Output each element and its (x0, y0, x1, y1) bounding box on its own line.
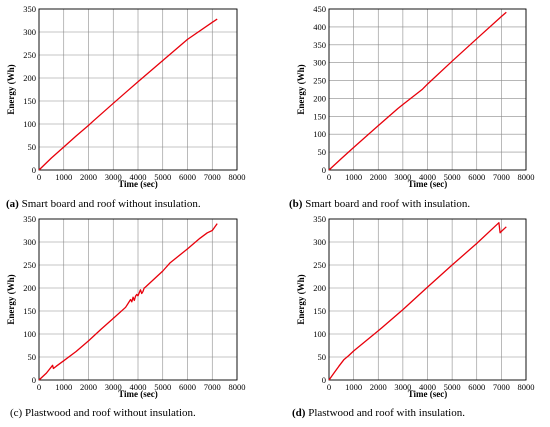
x-tick-label: 1000 (345, 382, 362, 392)
y-tick-label: 0 (32, 375, 36, 385)
x-tick-label: 8000 (518, 382, 535, 392)
chart-panel-d: 0 1000 2000 3000 4000 5000 6000 7000 8000 0 50 100 1… (296, 214, 535, 399)
x-tick-label: 0 (327, 382, 331, 392)
x-tick-label: 5000 (444, 172, 461, 182)
x-tick-label: 3000 (105, 382, 122, 392)
x-tick-label: 2000 (80, 382, 97, 392)
y-tick-label: 50 (318, 147, 327, 157)
chart-panel-c: 0 1000 2000 3000 4000 5000 6000 7000 8000 0 50 100 1… (6, 214, 246, 399)
y-tick-label: 200 (313, 283, 326, 293)
y-axis-label: Energy (Wh) (6, 64, 16, 114)
y-tick-label: 0 (322, 165, 326, 175)
series-line (38, 223, 218, 381)
x-tick-label: 4000 (130, 172, 147, 182)
caption-a: (a) Smart board and roof without insulat… (6, 198, 201, 210)
x-tick-label: 2000 (80, 172, 97, 182)
x-tick-label: 5000 (154, 172, 171, 182)
y-tick-label: 0 (322, 375, 326, 385)
y-tick-label: 100 (313, 129, 326, 139)
x-axis-label: Time (sec) (408, 389, 448, 399)
y-tick-label: 350 (23, 4, 36, 14)
x-tick-label: 7000 (493, 382, 510, 392)
y-tick-label: 250 (23, 50, 36, 60)
x-tick-label: 2000 (370, 382, 387, 392)
x-tick-label: 4000 (419, 382, 436, 392)
x-tick-label: 6000 (179, 172, 196, 182)
x-tick-label: 8000 (229, 172, 246, 182)
series-line (328, 222, 507, 381)
chart-panel-b: 0 1000 2000 3000 4000 5000 6000 7000 8000 0 50 100 1… (296, 4, 535, 189)
caption-d: (d) Plastwood and roof with insulation. (292, 407, 465, 419)
plot-frame (328, 8, 527, 171)
y-tick-label: 300 (313, 237, 326, 247)
x-tick-label: 1000 (55, 382, 72, 392)
y-tick-label: 100 (23, 329, 36, 339)
y-tick-label: 300 (23, 27, 36, 37)
y-tick-label: 450 (313, 4, 326, 14)
y-tick-label: 50 (28, 352, 37, 362)
y-tick-label: 150 (313, 306, 326, 316)
x-tick-label: 1000 (55, 172, 72, 182)
x-tick-label: 3000 (394, 382, 411, 392)
y-tick-label: 300 (313, 58, 326, 68)
x-tick-label: 6000 (179, 382, 196, 392)
y-axis-label: Energy (Wh) (296, 274, 306, 324)
y-tick-label: 350 (313, 214, 326, 224)
x-tick-label: 1000 (345, 172, 362, 182)
x-tick-label: 0 (37, 382, 41, 392)
x-tick-label: 0 (327, 172, 331, 182)
y-tick-label: 200 (313, 93, 326, 103)
x-tick-label: 6000 (468, 382, 485, 392)
x-tick-label: 0 (37, 172, 41, 182)
y-tick-label: 150 (23, 306, 36, 316)
y-tick-label: 300 (23, 237, 36, 247)
y-axis-label: Energy (Wh) (6, 274, 16, 324)
y-tick-label: 350 (313, 40, 326, 50)
x-axis-label: Time (sec) (408, 179, 448, 189)
x-tick-label: 4000 (419, 172, 436, 182)
y-tick-label: 150 (313, 111, 326, 121)
caption-b: (b) Smart board and roof with insulation… (289, 198, 470, 210)
y-tick-label: 50 (318, 352, 327, 362)
y-tick-label: 200 (23, 283, 36, 293)
x-tick-label: 6000 (468, 172, 485, 182)
x-tick-label: 8000 (229, 382, 246, 392)
y-tick-label: 100 (313, 329, 326, 339)
y-tick-label: 150 (23, 96, 36, 106)
plot-frame (38, 8, 238, 171)
series-line (38, 18, 218, 171)
y-tick-label: 0 (32, 165, 36, 175)
x-tick-label: 2000 (370, 172, 387, 182)
y-tick-label: 50 (28, 142, 37, 152)
x-tick-label: 7000 (204, 172, 221, 182)
x-tick-label: 3000 (394, 172, 411, 182)
x-axis-label: Time (sec) (118, 179, 158, 189)
y-tick-label: 350 (23, 214, 36, 224)
caption-c: (c) Plastwood and roof without insulatio… (10, 407, 196, 419)
x-tick-label: 8000 (518, 172, 535, 182)
plot-frame (38, 218, 238, 381)
y-tick-label: 250 (313, 76, 326, 86)
y-tick-label: 200 (23, 73, 36, 83)
chart-panel-a: 0 1000 2000 3000 4000 5000 6000 7000 8000 0 50 100 1… (6, 4, 246, 189)
y-axis-label: Energy (Wh) (296, 64, 306, 114)
plot-frame (328, 218, 527, 381)
x-tick-label: 5000 (154, 382, 171, 392)
y-tick-label: 250 (23, 260, 36, 270)
x-axis-label: Time (sec) (118, 389, 158, 399)
x-tick-label: 3000 (105, 172, 122, 182)
series-line (328, 11, 507, 171)
y-tick-label: 400 (313, 22, 326, 32)
y-tick-label: 250 (313, 260, 326, 270)
x-tick-label: 7000 (204, 382, 221, 392)
x-tick-label: 7000 (493, 172, 510, 182)
x-tick-label: 4000 (130, 382, 147, 392)
x-tick-label: 5000 (444, 382, 461, 392)
y-tick-label: 100 (23, 119, 36, 129)
